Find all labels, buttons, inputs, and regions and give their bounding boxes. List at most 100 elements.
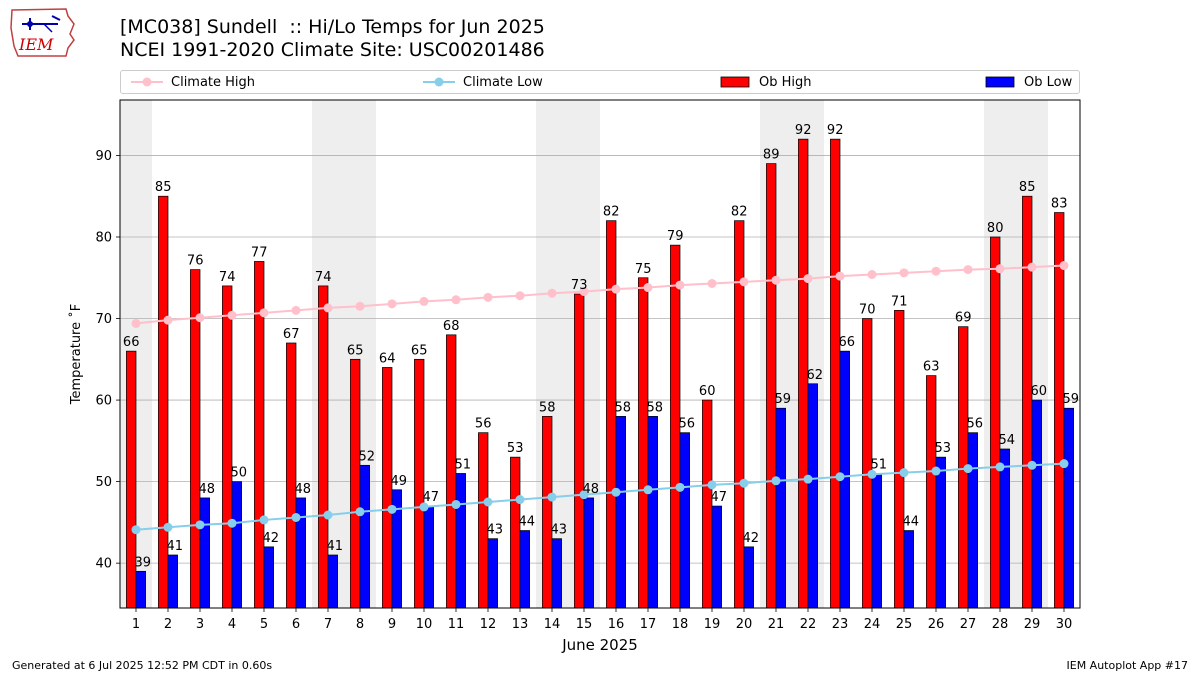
climate-high-point bbox=[707, 278, 717, 288]
climate-high-point bbox=[483, 292, 493, 302]
ob-low-value-label: 59 bbox=[1063, 392, 1080, 407]
climate-low-point bbox=[963, 464, 973, 474]
ob-high-bar bbox=[254, 261, 265, 608]
climate-low-point bbox=[291, 512, 301, 522]
ob-high-value-label: 83 bbox=[1051, 197, 1068, 212]
ob-low-value-label: 48 bbox=[583, 482, 600, 497]
ob-low-bar bbox=[359, 464, 370, 608]
x-tick-label: 3 bbox=[196, 617, 204, 632]
ob-high-bar bbox=[286, 342, 297, 608]
legend-label: Ob Low bbox=[1024, 74, 1073, 90]
ob-high-bar bbox=[446, 334, 457, 608]
climate-high-point bbox=[515, 291, 525, 301]
ob-high-value-label: 89 bbox=[763, 148, 780, 163]
x-tick-label: 21 bbox=[768, 617, 785, 632]
ob-high-bar bbox=[190, 269, 201, 608]
x-tick-label: 7 bbox=[324, 617, 332, 632]
climate-high-point bbox=[227, 310, 237, 320]
climate-low-point bbox=[547, 492, 557, 502]
ob-high-bar bbox=[542, 416, 553, 608]
ob-high-value-label: 69 bbox=[955, 311, 972, 326]
climate-low-point bbox=[995, 462, 1005, 472]
ob-high-value-label: 65 bbox=[411, 343, 428, 358]
x-tick-label: 1 bbox=[132, 617, 140, 632]
x-tick-label: 30 bbox=[1056, 617, 1073, 632]
ob-low-value-label: 53 bbox=[935, 441, 952, 456]
ob-low-value-label: 54 bbox=[999, 433, 1016, 448]
ob-low-bar bbox=[167, 554, 178, 608]
ob-low-bar bbox=[679, 432, 690, 608]
ob-low-value-label: 43 bbox=[551, 523, 568, 538]
ob-low-value-label: 43 bbox=[487, 523, 504, 538]
ob-low-bar bbox=[711, 505, 722, 608]
ob-low-bar bbox=[231, 481, 242, 608]
ob-high-bar bbox=[734, 220, 745, 608]
ob-high-value-label: 65 bbox=[347, 343, 364, 358]
ob-high-value-label: 67 bbox=[283, 327, 300, 342]
ob-high-value-label: 58 bbox=[539, 400, 556, 415]
ob-low-value-label: 41 bbox=[327, 539, 344, 554]
legend-item-ob-low: Ob Low bbox=[984, 71, 1072, 93]
y-tick-label: 50 bbox=[95, 475, 112, 490]
ob-low-value-label: 44 bbox=[519, 515, 536, 530]
ob-high-value-label: 85 bbox=[155, 180, 172, 195]
ob-low-value-label: 66 bbox=[839, 335, 856, 350]
legend-item-climate-high: Climate High bbox=[131, 71, 255, 93]
ob-low-bar bbox=[615, 416, 626, 608]
ob-high-bar bbox=[414, 358, 425, 608]
x-tick-label: 9 bbox=[388, 617, 396, 632]
ob-high-bar bbox=[798, 138, 809, 608]
climate-high-point bbox=[931, 266, 941, 276]
ob-low-bar bbox=[871, 473, 882, 608]
legend-bar-swatch-icon bbox=[720, 76, 750, 88]
climate-low-point bbox=[931, 466, 941, 476]
x-axis-label: June 2025 bbox=[561, 636, 638, 654]
climate-high-point bbox=[803, 274, 813, 284]
climate-low-point bbox=[835, 472, 845, 482]
climate-low-point bbox=[259, 515, 269, 525]
logo-text: IEM bbox=[18, 35, 54, 54]
climate-high-point bbox=[899, 268, 909, 278]
ob-high-value-label: 73 bbox=[571, 278, 588, 293]
climate-low-point bbox=[387, 504, 397, 514]
x-tick-label: 6 bbox=[292, 617, 300, 632]
ob-high-bar bbox=[766, 163, 777, 608]
climate-low-point bbox=[1027, 460, 1037, 470]
ob-low-bar bbox=[519, 530, 530, 608]
ob-low-value-label: 39 bbox=[135, 555, 152, 570]
ob-high-value-label: 60 bbox=[699, 384, 716, 399]
chart-subtitle: NCEI 1991-2020 Climate Site: USC00201486 bbox=[120, 39, 545, 61]
x-tick-label: 15 bbox=[576, 617, 593, 632]
x-tick-label: 29 bbox=[1024, 617, 1041, 632]
ob-low-bar bbox=[327, 554, 338, 608]
y-tick-label: 70 bbox=[95, 312, 112, 327]
ob-high-bar bbox=[222, 285, 233, 608]
bars-group bbox=[126, 138, 1074, 608]
ob-low-bar bbox=[263, 546, 274, 608]
x-tick-label: 13 bbox=[512, 617, 529, 632]
ob-high-value-label: 92 bbox=[795, 123, 812, 138]
ob-high-bar bbox=[926, 375, 937, 608]
ob-low-value-label: 42 bbox=[743, 531, 760, 546]
climate-low-point bbox=[739, 478, 749, 488]
x-tick-label: 18 bbox=[672, 617, 689, 632]
climate-high-point bbox=[387, 299, 397, 309]
ob-low-value-label: 51 bbox=[871, 457, 888, 472]
climate-high-line bbox=[135, 264, 1065, 325]
ob-low-bar bbox=[743, 546, 754, 608]
ob-high-value-label: 79 bbox=[667, 229, 684, 244]
climate-low-point bbox=[131, 525, 141, 535]
ob-low-value-label: 58 bbox=[647, 400, 664, 415]
ob-high-bar bbox=[126, 350, 137, 608]
climate-low-line bbox=[135, 462, 1065, 531]
climate-low-point bbox=[867, 469, 877, 479]
climate-high-point bbox=[355, 301, 365, 311]
x-tick-label: 24 bbox=[864, 617, 881, 632]
ob-low-value-label: 59 bbox=[775, 392, 792, 407]
climate-low-point bbox=[579, 490, 589, 500]
iowa-state-weather-logo-icon: IEM bbox=[10, 8, 75, 57]
x-tick-label: 10 bbox=[416, 617, 433, 632]
ob-high-bar bbox=[830, 138, 841, 608]
ob-high-bar bbox=[574, 293, 585, 608]
